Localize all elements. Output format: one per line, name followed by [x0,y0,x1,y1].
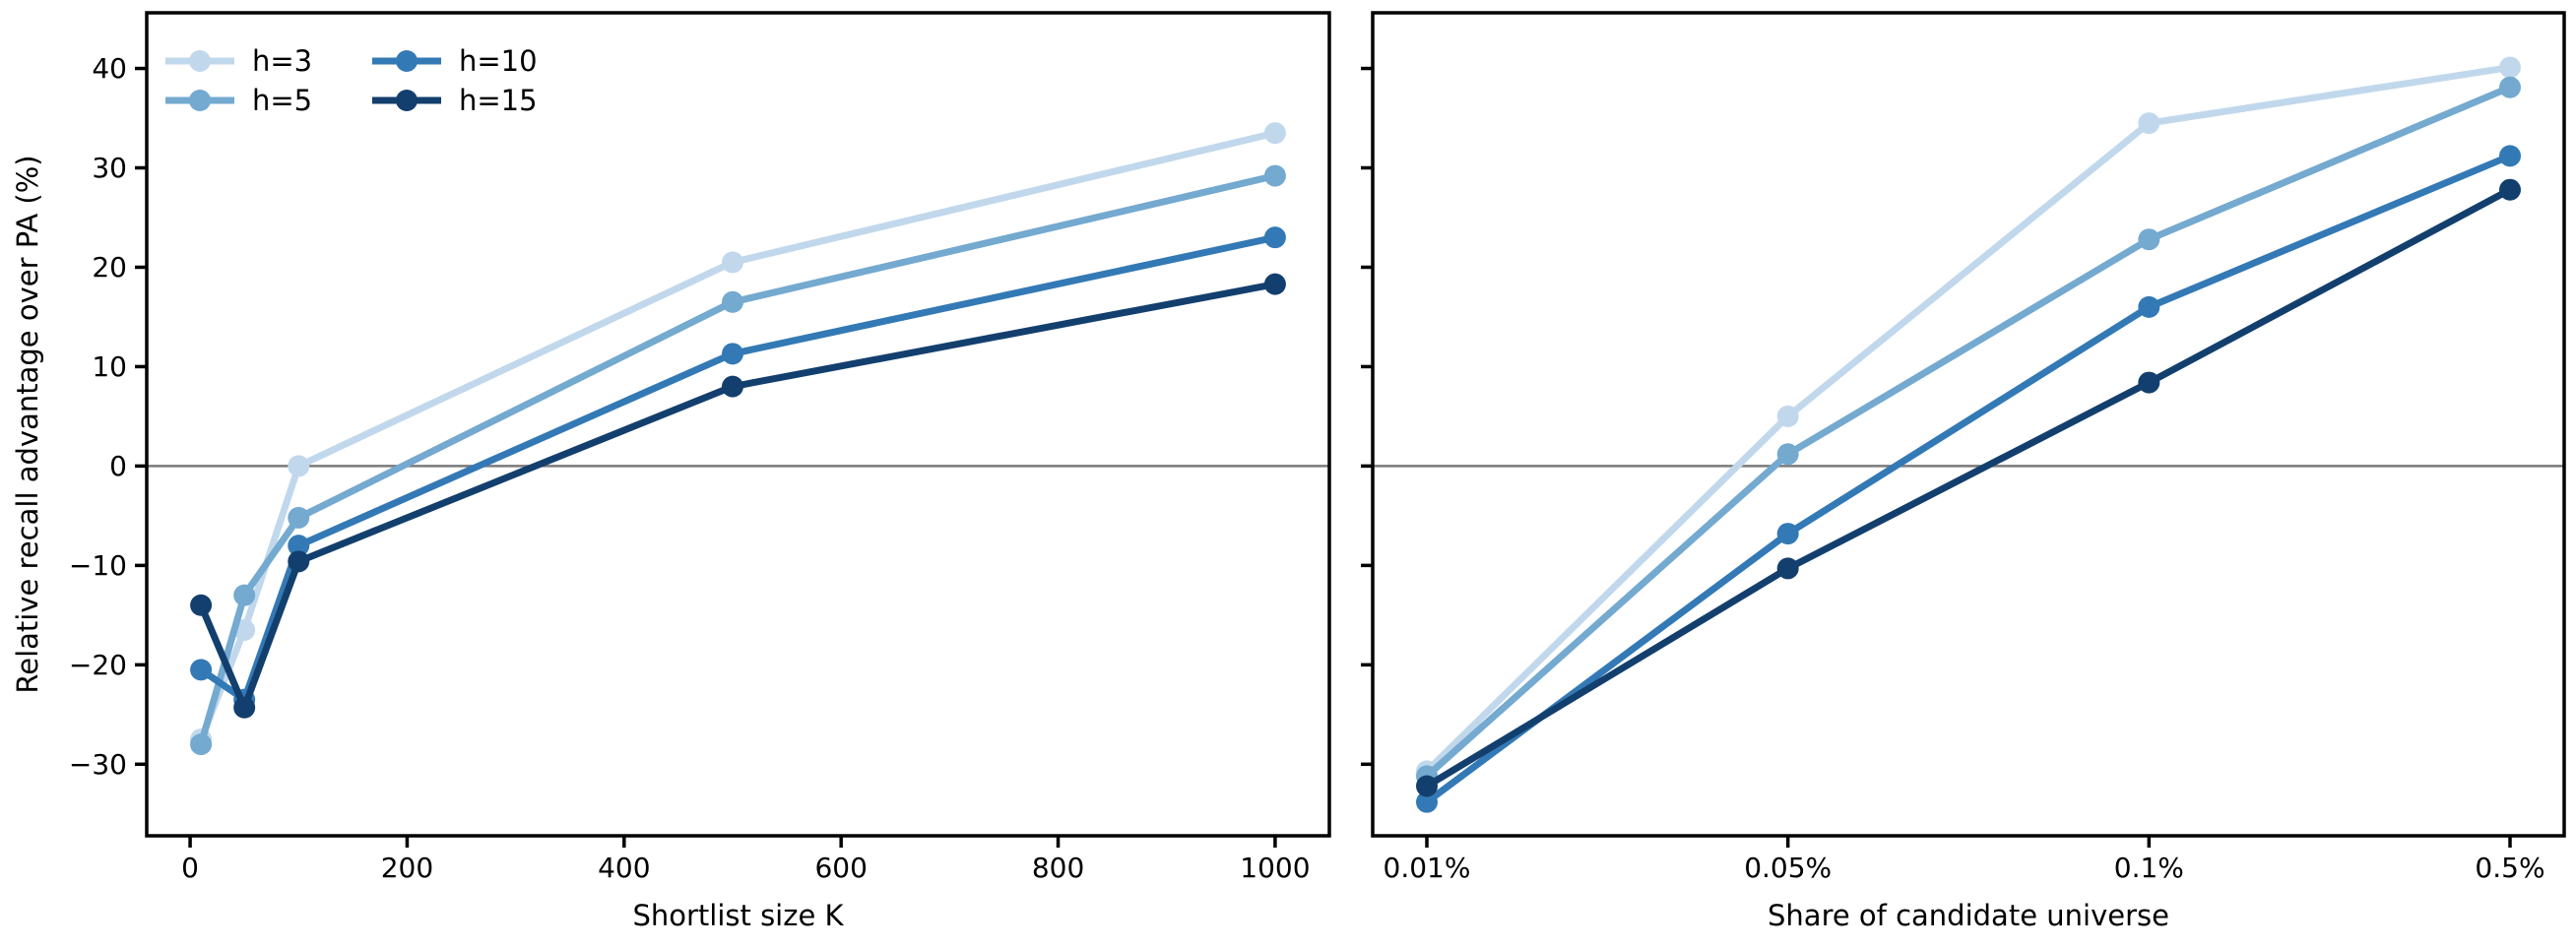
series-marker-h=5-pt2 [288,506,310,529]
series-marker-h=15-pt0 [190,594,213,616]
series-line-h=3 [1424,64,2511,774]
axes-spines [145,11,1331,838]
series-marker-h=10-pt3 [721,343,743,365]
legend-label-h=3: h=3 [252,44,312,78]
series-marker-h=15-pt3 [2499,178,2521,201]
x-tick-label: 0.1% [2114,852,2184,884]
series-marker-h=5-pt3 [721,290,743,313]
y-axis-label: Relative recall advantage over PA (%) [11,155,44,693]
legend-label-h=5: h=5 [252,84,312,117]
x-tick-label: 400 [598,852,650,884]
legend-label-h=10: h=10 [459,44,538,78]
series-line-h=5 [1424,84,2512,780]
series-marker-h=15-pt1 [1776,557,1799,580]
x-tick-label: 0.05% [1744,852,1832,884]
series-marker-h=5-pt0 [190,733,213,756]
series-line-h=3 [197,129,1276,741]
series-marker-h=15-pt2 [288,550,310,573]
series-marker-h=15-pt1 [233,696,256,719]
x-tick-label: 0.5% [2475,852,2544,884]
series-marker-h=10-pt0 [1416,791,1438,813]
series-marker-h=10-pt1 [1776,523,1799,545]
series-marker-h=3-pt2 [2138,112,2160,135]
x-tick-label: 800 [1032,852,1084,884]
y-tick-label: 10 [92,350,127,383]
y-tick-label: 40 [92,52,127,85]
series-line-h=10 [1424,153,2512,805]
x-tick-label: 1000 [1240,852,1310,884]
series-marker-h=5-pt3 [2499,76,2521,98]
series-marker-h=15-pt3 [721,375,743,398]
legend-marker-h=10 [396,50,418,72]
y-tick-label: 0 [109,450,127,482]
y-tick-label: −10 [69,549,127,582]
series-marker-h=10-pt0 [190,659,213,681]
x-tick-label: 200 [381,852,433,884]
series-marker-h=15-pt4 [1263,273,1286,295]
y-tick-label: −30 [69,748,127,781]
series-marker-h=10-pt3 [2499,145,2521,167]
series-marker-h=3-pt4 [1263,122,1286,145]
series-marker-h=10-pt2 [288,535,310,557]
series-marker-h=3-pt2 [288,455,310,477]
x-axis-label: Shortlist size K [632,899,844,932]
series-marker-h=3-pt3 [721,251,743,274]
y-tick-label: 30 [92,152,127,184]
left-panel: 0 200 400 600 800 1000 −30 −20 −10 0 10 20 30 40 Short… [11,11,1331,932]
axes-spines [1371,11,2566,838]
y-tick-label: 20 [92,251,127,284]
legend-label-h=15: h=15 [459,84,538,117]
legend-marker-h=5 [189,90,211,111]
series-marker-h=3-pt1 [1776,405,1799,427]
x-tick-label: 0.01% [1384,852,1471,884]
series-line-h=15 [1425,186,2512,790]
x-tick-label: 0 [181,852,199,884]
x-axis-label: Share of candidate universe [1768,899,2169,932]
series-marker-h=10-pt4 [1263,226,1286,249]
series-marker-h=5-pt2 [2138,228,2160,251]
right-panel: 0.01% 0.05% 0.1% 0.5% Share of candidate uni… [1361,11,2566,932]
legend-marker-h=3 [189,50,211,72]
series-marker-h=5-pt4 [1263,164,1286,187]
series-marker-h=15-pt2 [2138,371,2160,394]
legend: h=3 h=5 h=10 h=15 [165,44,538,117]
x-tick-label: 600 [814,852,867,884]
series-marker-h=5-pt1 [233,584,256,606]
series-marker-h=5-pt1 [1776,443,1799,466]
y-tick-label: −20 [69,649,127,681]
series-marker-h=15-pt0 [1416,775,1438,797]
series-marker-h=10-pt2 [2138,295,2160,318]
legend-marker-h=15 [396,90,418,111]
series-marker-h=3-pt3 [2499,56,2521,79]
